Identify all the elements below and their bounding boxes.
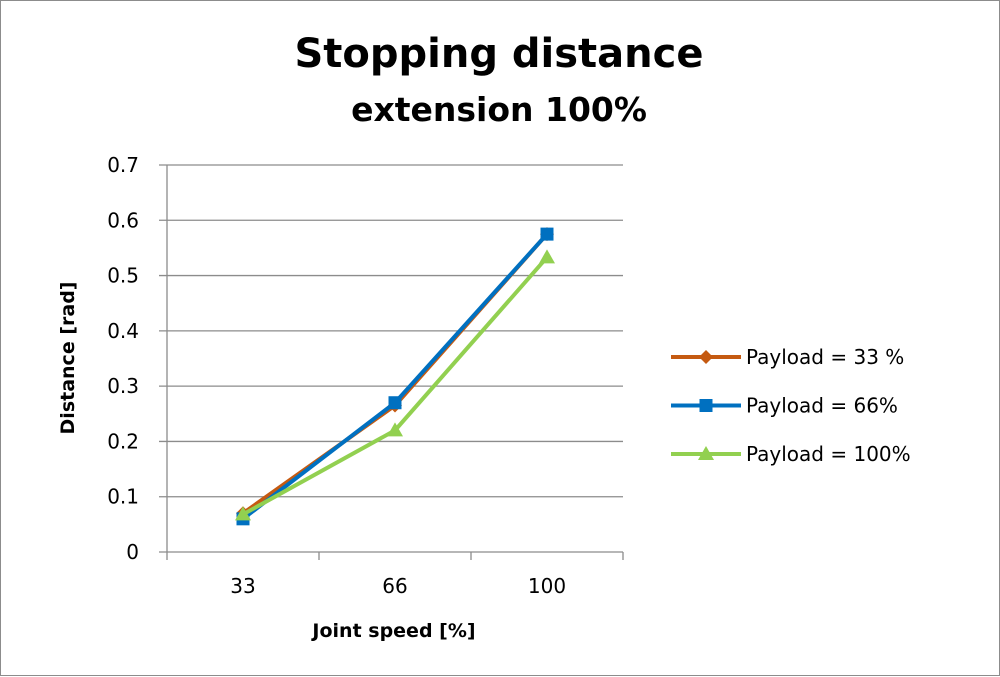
y-tick-label: 0.1 [107, 485, 139, 509]
y-tick-label: 0.4 [107, 319, 139, 343]
x-tick-label: 66 [382, 574, 407, 598]
data-point-square [540, 227, 554, 241]
series-1 [236, 227, 554, 521]
x-axis-label: Joint speed [%] [310, 620, 475, 642]
data-point-diamond [699, 350, 713, 364]
data-point-square [388, 396, 402, 410]
y-tick-label: 0.7 [107, 153, 139, 177]
series-3 [235, 249, 555, 521]
x-tick-label: 33 [230, 574, 255, 598]
series-line [241, 232, 549, 521]
y-tick-label: 0.2 [107, 429, 139, 453]
legend-label: Payload = 33 % [746, 345, 904, 369]
legend-item: Payload = 66% [671, 394, 898, 418]
y-tick-label: 0.5 [107, 264, 139, 288]
data-point-square [699, 399, 713, 412]
y-tick-label: 0.3 [107, 374, 139, 398]
data-point-triangle [698, 446, 714, 460]
chart-title: Stopping distance [294, 31, 703, 77]
legend-label: Payload = 100% [746, 442, 911, 466]
y-axis-label: Distance [rad] [57, 282, 79, 435]
y-tick-label: 0 [126, 540, 139, 564]
legend-label: Payload = 66% [746, 394, 898, 418]
data-point-triangle [235, 506, 251, 521]
legend-item: Payload = 33 % [671, 345, 904, 369]
chart-subtitle: extension 100% [351, 90, 647, 129]
y-tick-label: 0.6 [107, 208, 139, 232]
legend-item: Payload = 100% [671, 442, 911, 466]
x-tick-label: 100 [528, 574, 566, 598]
data-point-triangle [387, 422, 403, 437]
data-point-triangle [539, 249, 555, 264]
series-2 [236, 227, 554, 526]
